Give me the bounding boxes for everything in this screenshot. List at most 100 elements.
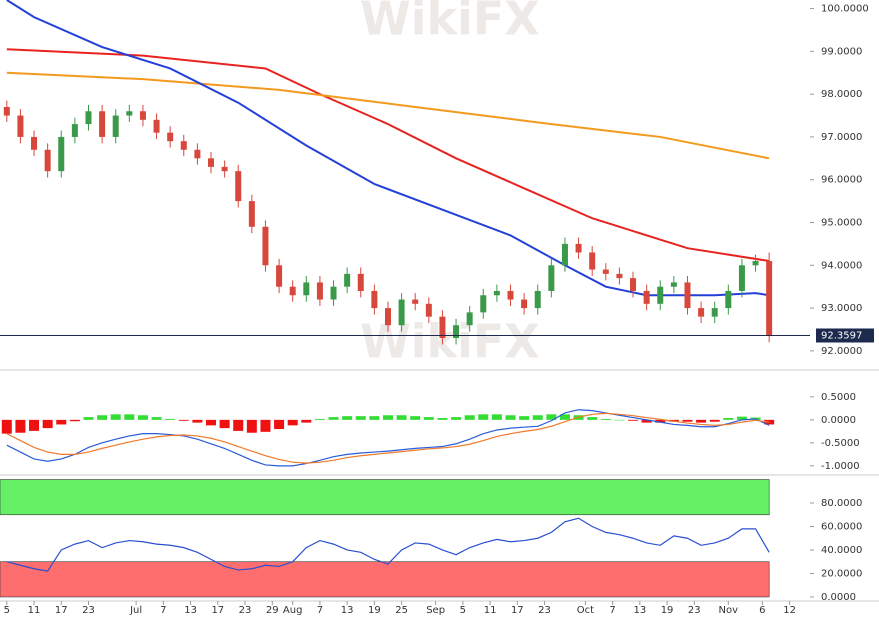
candle-body <box>752 261 759 266</box>
candle-body <box>521 299 528 309</box>
histogram-bar <box>519 416 530 420</box>
histogram-bar <box>396 415 407 420</box>
candle-body <box>548 265 555 291</box>
x-tick-label: Sep <box>426 605 445 616</box>
histogram-bar <box>42 419 53 429</box>
series-line <box>6 48 770 263</box>
candle-body <box>357 273 364 291</box>
last-price-box <box>816 328 874 343</box>
candle-body <box>330 286 337 300</box>
candle-body <box>235 171 242 202</box>
series-line <box>6 412 770 464</box>
last-price-label: 92.3597 <box>821 330 862 341</box>
histogram-bar <box>29 419 40 431</box>
histogram-bar <box>682 419 693 422</box>
y-tick-label: 0.0000 <box>821 592 856 603</box>
x-tick-label: 5 <box>4 605 10 616</box>
histogram-bar <box>559 414 570 420</box>
candle-body <box>657 286 664 304</box>
y-tick-label: 60.0000 <box>821 521 862 532</box>
x-tick-label: 11 <box>28 605 41 616</box>
histogram-bar <box>165 418 176 420</box>
candle-body <box>248 201 255 227</box>
candle-body <box>85 111 92 125</box>
histogram-bar <box>546 414 557 420</box>
candle-body <box>31 136 38 150</box>
candle-body <box>425 303 432 317</box>
y-tick-label: 80.0000 <box>821 498 862 509</box>
histogram-bar <box>696 419 707 423</box>
y-tick-label: 0.0000 <box>821 415 856 426</box>
histogram-bar <box>274 419 285 430</box>
band <box>0 561 770 598</box>
candle-body <box>99 111 106 137</box>
candle-body <box>44 149 51 172</box>
x-tick-label: 7 <box>609 605 615 616</box>
x-tick-label: 13 <box>633 605 646 616</box>
y-tick-label: 94.0000 <box>821 260 862 271</box>
histogram-bar <box>655 419 666 423</box>
histogram-bar <box>124 414 135 420</box>
candle-body <box>3 106 10 116</box>
candle-body <box>738 265 745 291</box>
y-tick-label: 99.0000 <box>821 46 862 57</box>
histogram-bar <box>301 419 312 423</box>
x-tick-label: 23 <box>688 605 701 616</box>
histogram-bar <box>178 419 189 421</box>
histogram-bar <box>709 419 720 422</box>
histogram-bar <box>69 419 80 422</box>
candle-body <box>180 141 187 150</box>
candle-body <box>453 325 460 339</box>
y-tick-label: 95.0000 <box>821 218 862 229</box>
x-tick-label: 13 <box>341 605 354 616</box>
candle-body <box>711 308 718 317</box>
histogram-bar <box>641 419 652 423</box>
histogram-bar <box>246 419 257 433</box>
candle-body <box>616 273 623 279</box>
y-tick-label: 40.0000 <box>821 545 862 556</box>
histogram-bar <box>587 417 598 420</box>
candle-body <box>303 282 310 296</box>
band <box>0 479 770 516</box>
histogram-bar <box>355 416 366 420</box>
x-tick-label: 19 <box>368 605 381 616</box>
y-tick-label: 96.0000 <box>821 175 862 186</box>
histogram-bar <box>736 416 747 420</box>
x-tick-label: Nov <box>719 605 739 616</box>
x-tick-label: 7 <box>317 605 323 616</box>
histogram-bar <box>15 419 26 433</box>
candle-body <box>507 290 514 300</box>
x-tick-label: Jul <box>129 605 142 616</box>
candle-body <box>561 243 568 266</box>
candle-body <box>194 149 201 159</box>
candle-body <box>371 290 378 309</box>
y-tick-label: -1.0000 <box>821 461 860 472</box>
candle-body <box>262 226 269 266</box>
candle-body <box>112 115 119 137</box>
candle-body <box>289 286 296 296</box>
y-tick-label: 98.0000 <box>821 89 862 100</box>
series-line <box>6 71 770 160</box>
candle-body <box>575 243 582 253</box>
candle-body <box>153 119 160 133</box>
candle-body <box>344 273 351 287</box>
x-tick-label: 17 <box>55 605 68 616</box>
y-tick-label: 93.0000 <box>821 303 862 314</box>
histogram-bar <box>628 419 639 421</box>
histogram-bar <box>56 419 67 425</box>
candle-body <box>384 308 391 326</box>
candle-body <box>221 166 228 172</box>
candle-body <box>725 290 732 309</box>
x-tick-label: 23 <box>82 605 95 616</box>
x-tick-label: 17 <box>511 605 524 616</box>
histogram-bar <box>423 417 434 420</box>
histogram-bar <box>437 418 448 420</box>
candle-body <box>630 278 637 291</box>
x-tick-label: Oct <box>577 605 594 616</box>
histogram-bar <box>233 419 244 431</box>
candle-body <box>466 312 473 326</box>
histogram-bar <box>532 415 543 420</box>
candle-body <box>602 269 609 274</box>
